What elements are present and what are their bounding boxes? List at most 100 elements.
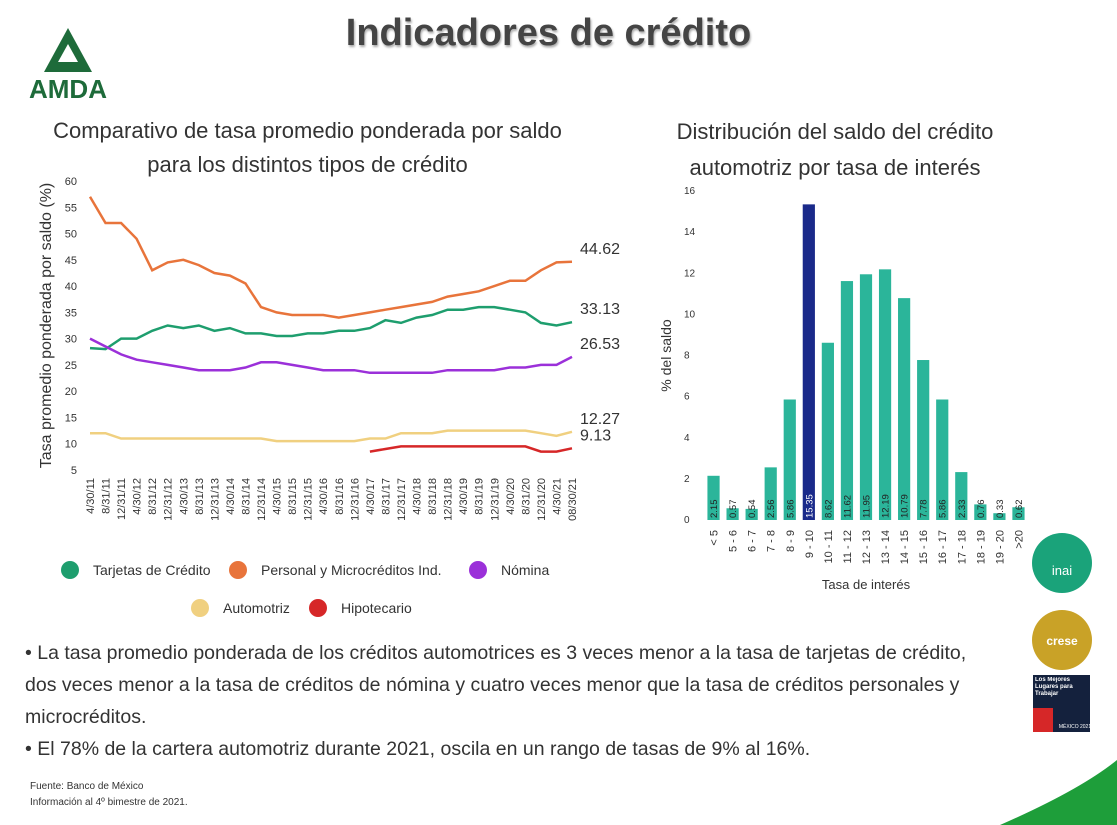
legend-label: Automotriz — [223, 600, 290, 616]
y-tick-label: 4 — [684, 433, 690, 444]
y-tick-label: 12 — [684, 268, 696, 279]
logo: AMDA — [29, 28, 107, 104]
legend-label: Personal y Microcréditos Ind. — [261, 562, 442, 578]
y-tick-label: 30 — [65, 334, 77, 346]
x-tick-label: 8/31/11 — [101, 478, 113, 514]
y-tick-label: 14 — [684, 227, 696, 238]
bar — [917, 360, 930, 520]
bar — [764, 467, 777, 520]
badge — [1032, 610, 1092, 670]
badge-text: MÉXICO 2021 — [1059, 723, 1091, 730]
x-tick-label: 5 - 6 — [728, 530, 740, 552]
x-tick-label: 9 - 10 — [804, 530, 816, 558]
bar — [898, 298, 911, 520]
x-axis-label: Tasa de interés — [822, 577, 911, 592]
x-tick-label: 8/31/20 — [520, 478, 532, 515]
x-tick-label: 4/30/14 — [225, 478, 237, 515]
y-tick-label: 5 — [71, 465, 77, 477]
bar-label: 0.62 — [1014, 500, 1025, 519]
x-tick-label: 8/31/15 — [287, 478, 299, 515]
bar — [821, 342, 834, 520]
y-tick-label: 25 — [65, 360, 77, 372]
x-tick-label: 10 - 11 — [823, 530, 835, 563]
x-tick-label: 4/30/19 — [458, 478, 470, 515]
bullets: • La tasa promedio ponderada de los créd… — [25, 637, 1000, 765]
y-tick-label: 60 — [65, 176, 77, 188]
bar-label: 12.19 — [881, 494, 892, 518]
footer: Fuente: Banco de México Información al 4… — [30, 779, 188, 811]
legend-marker — [309, 599, 327, 617]
x-tick-label: 4/30/15 — [272, 478, 284, 515]
bar — [974, 504, 987, 520]
legend-label: Hipotecario — [341, 600, 412, 616]
end-label: 9.13 — [580, 427, 611, 444]
y-tick-label: 2 — [684, 474, 690, 485]
x-tick-label: 8/31/19 — [474, 478, 486, 515]
x-tick-label: 8/31/17 — [380, 478, 392, 515]
x-tick-label: 12/31/17 — [396, 478, 408, 521]
y-tick-label: 55 — [65, 202, 77, 214]
x-tick-label: 8 - 9 — [785, 530, 797, 552]
x-tick-label: 6 - 7 — [747, 530, 759, 552]
x-tick-label: 8/31/13 — [194, 478, 206, 515]
y-tick-label: 50 — [65, 229, 77, 241]
logo-mark-inner — [58, 44, 78, 62]
x-tick-label: 15 - 16 — [918, 530, 930, 564]
end-label: 33.13 — [580, 301, 620, 318]
legend-marker — [191, 599, 209, 617]
y-tick-label: 10 — [65, 439, 77, 451]
bar — [802, 204, 815, 520]
badge — [1032, 533, 1092, 593]
bar-label: 2.15 — [709, 500, 720, 519]
y-tick-label: 8 — [684, 351, 690, 362]
x-tick-label: 4/30/12 — [132, 478, 144, 515]
bar-label: 0.57 — [728, 500, 739, 519]
x-tick-label: 12/31/16 — [349, 478, 361, 521]
bar-label: 15.35 — [804, 494, 815, 518]
x-tick-label: >20 — [1013, 530, 1025, 549]
bar — [936, 399, 949, 520]
series-line — [89, 305, 573, 351]
x-tick-label: 4/30/11 — [85, 478, 97, 514]
bar — [859, 274, 873, 520]
bar — [783, 399, 796, 520]
x-tick-label: 12 - 13 — [861, 530, 873, 564]
bullet: • El 78% de la cartera automotriz durant… — [25, 738, 811, 760]
end-label: 44.62 — [580, 241, 620, 258]
series-line — [369, 445, 573, 453]
legend-label: Tarjetas de Crédito — [93, 562, 211, 578]
y-tick-label: 35 — [65, 307, 77, 319]
bar — [878, 269, 892, 520]
x-tick-label: 12/31/18 — [443, 478, 455, 521]
y-tick-label: 40 — [65, 281, 77, 293]
logo-text: AMDA — [29, 74, 107, 104]
x-tick-label: 14 - 15 — [899, 530, 911, 564]
x-tick-label: 12/31/20 — [536, 478, 548, 521]
series-line — [88, 196, 573, 319]
y-tick-label: 45 — [65, 255, 77, 267]
bar-label: 0.54 — [747, 500, 758, 519]
bar — [993, 513, 1006, 520]
x-tick-label: 8/31/16 — [334, 478, 346, 515]
badge-accent — [1033, 708, 1053, 732]
x-tick-label: 4/30/18 — [412, 478, 424, 515]
source-note: Información al 4º bimestre de 2021. — [30, 797, 188, 808]
chart-title: Distribución del saldo del crédito autom… — [676, 119, 994, 180]
legend-marker — [61, 561, 79, 579]
bar-label: 7.78 — [919, 500, 930, 519]
legend-label: Nómina — [501, 562, 549, 578]
bar — [840, 281, 854, 520]
series-line — [90, 429, 573, 443]
x-tick-label: 12/31/11 — [116, 478, 128, 520]
legend-marker — [469, 561, 487, 579]
bar — [726, 508, 739, 520]
bar-label: 8.62 — [823, 500, 834, 519]
badge-text: crese — [1046, 634, 1078, 648]
x-tick-label: 8/31/14 — [240, 478, 252, 515]
x-tick-label: 19 - 20 — [994, 530, 1006, 564]
x-tick-label: 13 - 14 — [880, 530, 892, 564]
x-tick-label: 4/30/16 — [318, 478, 330, 515]
x-tick-label: 08/30/21 — [567, 478, 579, 521]
